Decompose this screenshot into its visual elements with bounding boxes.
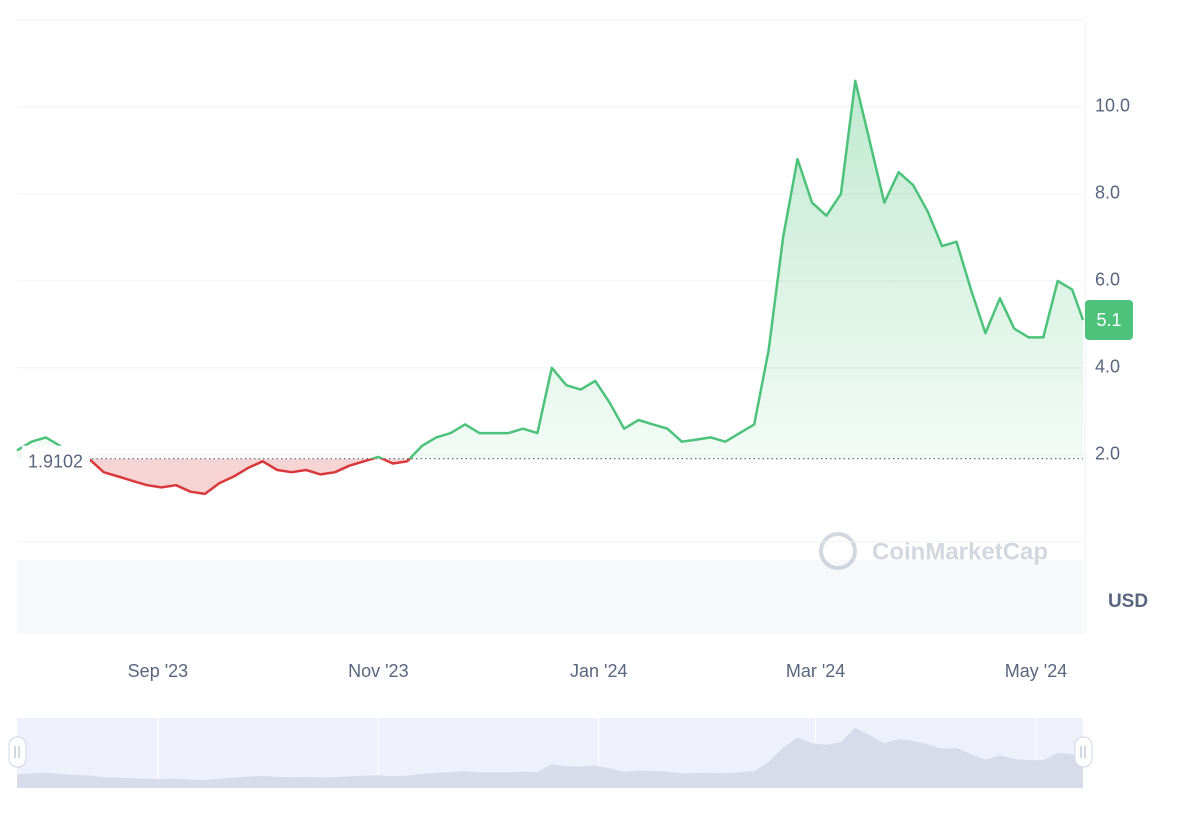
x-tick-label: May '24: [1005, 661, 1067, 681]
x-tick-label: Mar '24: [786, 661, 845, 681]
navigator-handle: [8, 736, 27, 768]
navigator-handle: [1074, 736, 1093, 768]
x-tick-label: Nov '23: [348, 661, 408, 681]
watermark: CoinMarketCap: [819, 532, 1048, 570]
baseline-label: 1.9102: [28, 451, 83, 471]
x-tick-label: Sep '23: [128, 661, 189, 681]
baseline-label-bg: [22, 445, 90, 472]
y-tick-label: 10.0: [1095, 96, 1130, 116]
x-tick-label: Jan '24: [570, 661, 627, 681]
price-tag: [1085, 300, 1133, 341]
price-tag-label: 5.1: [1096, 310, 1121, 330]
y-tick-label: 8.0: [1095, 183, 1120, 203]
y-tick-label: 4.0: [1095, 357, 1120, 377]
currency-label: USD: [1108, 591, 1148, 612]
price-line-down: [83, 458, 412, 496]
navigator-area: [17, 727, 1083, 788]
area-up: [17, 80, 1083, 459]
y-tick-label: 2.0: [1095, 444, 1120, 464]
watermark-text: CoinMarketCap: [872, 538, 1048, 565]
y-tick-label: 6.0: [1095, 270, 1120, 290]
price-line-up: [16, 79, 1085, 459]
volume-band: [17, 560, 1083, 634]
